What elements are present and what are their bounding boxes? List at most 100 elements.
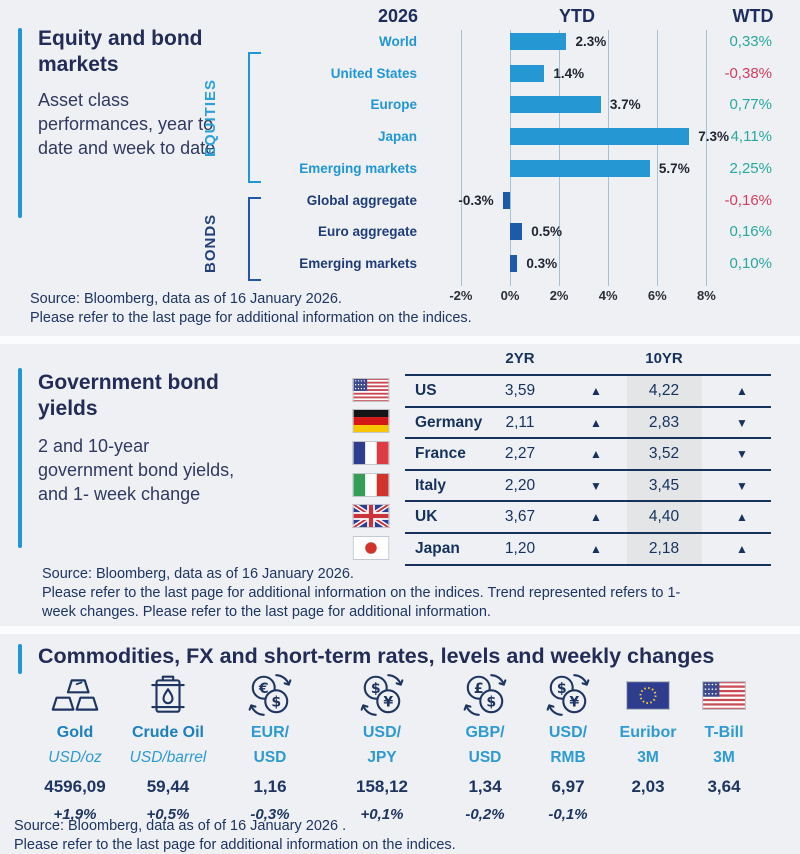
source-text: Source: Bloomberg, data as of 16 January… (30, 291, 342, 307)
chart-row-label: Emerging markets (299, 160, 417, 176)
chart-bar (510, 159, 650, 177)
commodity-unit: JPY (367, 749, 397, 766)
country-name: Italy (415, 476, 447, 494)
chart-bar (510, 33, 567, 50)
gridline (657, 30, 659, 286)
trend-up-icon: ▲ (736, 384, 748, 398)
commodity-unit: USD/barrel (129, 749, 207, 766)
svg-text:¥: ¥ (383, 694, 393, 710)
commodity-unit: RMB (550, 749, 586, 766)
table-row: US 3,59 ▲ 4,22 ▲ (405, 374, 771, 406)
bar-value-label: 7.3% (698, 129, 729, 145)
svg-text:€: € (258, 681, 269, 697)
commodity-column: $ ¥ USD/JPY 158,12 +0,1% (324, 670, 440, 823)
trend-up-icon: ▲ (590, 542, 602, 556)
svg-text:£: £ (474, 681, 484, 697)
table-row: France 2,27 ▲ 3,52 ▼ (405, 437, 771, 469)
trend-up-icon: ▲ (590, 510, 602, 525)
gridline (559, 30, 561, 286)
trend-up-icon: ▲ (590, 384, 602, 398)
yield-10yr: 2,18 (648, 540, 680, 557)
government-bond-yields-card: Government bond yields 2 and 10-year gov… (0, 344, 800, 626)
card-subtitle: 2 and 10-year government bond yields, an… (38, 436, 235, 504)
source-text: Source: Bloomberg, data as of of 16 Janu… (14, 818, 347, 834)
commodity-value: 2,03 (631, 777, 665, 796)
chart-row-label: World (379, 34, 417, 49)
commodity-name: T-Bill (704, 724, 744, 741)
commodity-change: -0,3% (250, 806, 290, 823)
commodity-column: Euribor 3M 2,03 (590, 670, 706, 797)
oil-barrel-icon (110, 670, 226, 720)
chart-row-label: Euro aggregate (317, 224, 417, 240)
trend-up-icon: ▲ (590, 415, 602, 430)
accent-bar (18, 368, 22, 548)
country-name: Japan (415, 540, 460, 557)
country-name: US (415, 382, 437, 399)
wtd-value: -0,38% (724, 64, 772, 82)
yield-10yr: 4,40 (648, 508, 680, 526)
bar-value-label: 0.3% (526, 255, 558, 271)
commodity-change: +1,9% (53, 806, 97, 823)
col-header-10yr: 10YR (645, 350, 683, 367)
chart-row-label: United States (330, 65, 417, 81)
trend-down-icon: ▼ (736, 478, 748, 493)
fx-gbp-usd-icon: £ $ (427, 670, 543, 720)
table-row: Japan 1,20 ▲ 2,18 ▲ (405, 532, 771, 564)
commodity-unit: USD/oz (48, 749, 102, 766)
svg-text:¥: ¥ (569, 694, 579, 710)
commodity-name: Euribor (619, 724, 677, 741)
table-row: UK 3,67 ▲ 4,40 ▲ (405, 500, 771, 532)
gridline (460, 30, 462, 286)
bar-value-label: 1.4% (553, 65, 585, 81)
source-text: Please refer to the last page for additi… (42, 585, 681, 601)
commodity-name: USD/ (548, 724, 588, 741)
col-header-2yr: 2YR (505, 350, 535, 367)
commodity-value: 1,16 (253, 777, 287, 796)
commodity-column: Gold USD/oz 4596,09 +1,9% (17, 670, 133, 823)
chart-bar (510, 96, 601, 114)
source-text: week changes. Please refer to the last p… (42, 604, 491, 620)
commodity-change: -0,1% (548, 806, 588, 823)
trend-up-icon: ▲ (736, 510, 748, 525)
trend-down-icon: ▼ (590, 478, 602, 493)
trend-down-icon: ▼ (736, 447, 748, 462)
chart-row-label: Emerging markets (299, 255, 417, 271)
commodity-name: USD/ (362, 724, 402, 741)
gridline (510, 30, 511, 286)
country-name: Germany (415, 413, 483, 431)
wtd-value: 2,25% (729, 159, 772, 177)
svg-text:$: $ (486, 694, 496, 710)
bar-value-label: 2.3% (575, 34, 607, 49)
it-flag-icon (352, 472, 390, 497)
year-header: 2026 (377, 6, 419, 26)
country-name: France (415, 445, 466, 463)
chart-row-label: Europe (370, 97, 417, 113)
bar-value-label: 3.7% (609, 97, 641, 113)
source-text: Please refer to the last page for additi… (30, 310, 472, 326)
commodity-value: 4596,09 (44, 777, 106, 796)
x-axis-tick-label: 4% (598, 288, 618, 303)
commodity-unit: 3M (713, 749, 735, 766)
trend-up-icon: ▲ (736, 542, 748, 556)
bonds-bracket (248, 197, 261, 281)
card-subtitle: Asset class performances, year to date a… (38, 90, 216, 158)
yield-10yr: 2,83 (648, 413, 680, 431)
table-row: Germany 2,11 ▲ 2,83 ▼ (405, 405, 771, 438)
yield-2yr: 3,59 (504, 382, 536, 399)
fr-flag-icon (352, 441, 390, 465)
bar-value-label: 0.5% (531, 224, 563, 240)
uk-flag-icon (351, 502, 391, 531)
yield-2yr: 1,20 (504, 540, 536, 557)
commodity-name: Gold (56, 724, 94, 741)
chart-bar (510, 64, 545, 82)
commodity-column: T-Bill 3M 3,64 (666, 670, 782, 797)
bar-value-label: 5.7% (658, 160, 690, 176)
us-flag-icon (666, 670, 782, 720)
chart-bar (510, 128, 690, 146)
yield-2yr: 2,27 (504, 445, 536, 463)
fx-eur-usd-icon: € $ (212, 670, 328, 720)
commodity-column: £ $ GBP/USD 1,34 -0,2% (427, 670, 543, 823)
us-flag-icon (352, 377, 390, 402)
yield-10yr: 3,45 (648, 476, 680, 494)
card-title: Commodities, FX and short-term rates, le… (38, 644, 715, 668)
